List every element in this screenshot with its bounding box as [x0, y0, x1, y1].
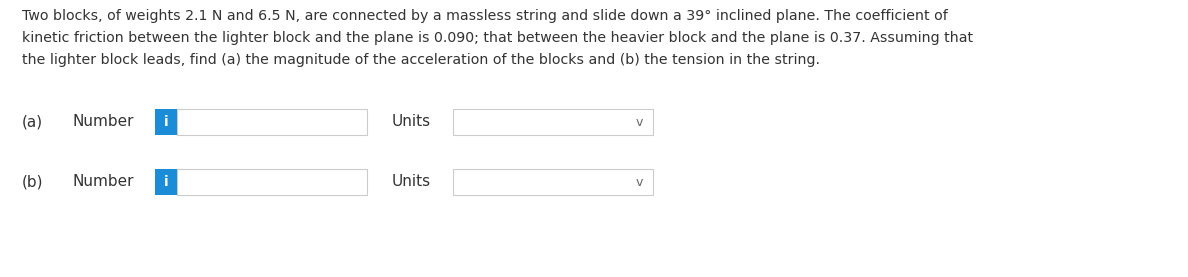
Text: Number: Number [72, 114, 133, 130]
FancyBboxPatch shape [453, 169, 653, 195]
Text: Units: Units [392, 114, 431, 130]
Text: i: i [164, 115, 169, 129]
Text: the lighter block leads, find (a) the magnitude of the acceleration of the block: the lighter block leads, find (a) the ma… [23, 53, 820, 67]
FancyBboxPatch shape [154, 169, 177, 195]
FancyBboxPatch shape [177, 109, 367, 135]
Text: v: v [636, 176, 643, 189]
Text: kinetic friction between the lighter block and the plane is 0.090; that between : kinetic friction between the lighter blo… [23, 31, 973, 45]
FancyBboxPatch shape [453, 109, 653, 135]
FancyBboxPatch shape [154, 109, 177, 135]
Text: i: i [164, 175, 169, 189]
Text: Number: Number [72, 175, 133, 189]
Text: v: v [636, 116, 643, 129]
Text: (a): (a) [23, 114, 43, 130]
FancyBboxPatch shape [177, 169, 367, 195]
Text: (b): (b) [23, 175, 44, 189]
Text: Units: Units [392, 175, 431, 189]
Text: Two blocks, of weights 2.1 N and 6.5 N, are connected by a massless string and s: Two blocks, of weights 2.1 N and 6.5 N, … [23, 9, 948, 23]
